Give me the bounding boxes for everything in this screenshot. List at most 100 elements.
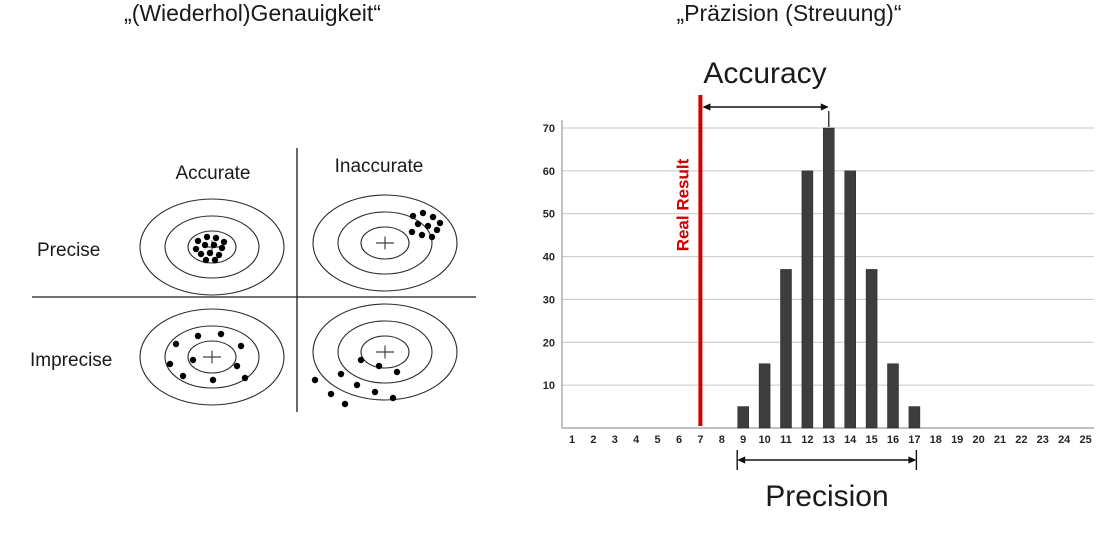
y-axis-tick-label: 70 [543,123,555,135]
shot-dot [409,212,417,220]
x-axis-tick-label: 11 [780,434,792,446]
x-axis-tick-label: 16 [887,434,899,446]
shot-dot [357,356,365,364]
bar-category-13 [823,127,835,429]
x-axis-tick-label: 10 [758,434,770,446]
shot-dot [419,209,427,217]
shot-dot [311,376,319,384]
bar-category-11 [780,269,792,429]
x-axis-tick-label: 15 [865,434,877,446]
shot-dot [433,226,441,234]
shot-dot [436,219,444,227]
target-ring [139,198,285,296]
shot-dot [203,233,211,241]
y-axis-tick-label: 20 [543,337,555,349]
x-axis-tick-label: 3 [612,434,618,446]
target-ring [312,194,458,292]
target-ring [360,335,410,369]
x-axis-tick-label: 24 [1058,434,1071,446]
shot-dot [337,370,345,378]
shot-dot [233,362,241,370]
accuracy-precision-quadrant-diagram [32,148,476,412]
shot-dot [220,238,228,246]
bar-category-12 [801,170,814,429]
y-axis-tick-label: 50 [543,209,555,221]
target-imprecise-accurate [139,308,285,406]
x-axis-tick-label: 2 [590,434,596,446]
right-panel-title: „Präzision (Streuung)“ [676,0,902,26]
y-axis-tick-label: 10 [543,380,555,392]
x-axis-tick-label: 5 [655,434,661,446]
shot-dot [375,362,383,370]
shot-dot [212,234,220,242]
shot-dot [201,241,209,249]
x-axis-tick-label: 13 [823,434,835,446]
shot-dot [215,251,223,259]
shot-dot [206,249,214,257]
shot-dot [428,233,436,241]
shot-dot [371,388,379,396]
left-panel-title: „(Wiederhol)Genauigkeit“ [124,0,381,26]
arrowhead [908,456,917,464]
x-axis-tick-label: 1 [569,434,575,446]
shot-dot [393,368,401,376]
shot-dot [218,244,226,252]
bar-category-10 [758,363,771,429]
target-ring [164,215,260,279]
target-ring [164,325,260,389]
shot-dot [408,228,416,236]
column-label-inaccurate: Inaccurate [334,156,424,177]
shot-dot [194,237,202,245]
shot-dot [197,250,205,258]
shot-dot [189,356,197,364]
shot-dot [389,394,397,402]
x-axis-tick-label: 23 [1037,434,1049,446]
shot-dot [179,372,187,380]
x-axis-tick-label: 9 [740,434,746,446]
target-ring [312,303,458,401]
y-axis-tick-label: 30 [543,294,555,306]
x-axis-tick-label: 22 [1015,434,1027,446]
shot-dot [237,342,245,350]
x-axis-tick-label: 4 [633,434,640,446]
bar-category-16 [887,363,899,429]
bar-category-17 [908,406,921,429]
bar-category-14 [844,170,856,429]
shot-dot [341,400,349,408]
shot-dot [414,220,422,228]
x-axis-tick-label: 20 [972,434,984,446]
arrowhead [820,103,829,111]
x-axis-tick-label: 21 [994,434,1006,446]
shot-dot [217,330,225,338]
shot-dot [194,332,202,340]
x-axis-tick-label: 6 [676,434,682,446]
x-axis-tick-label: 17 [908,434,920,446]
shot-dot [192,245,200,253]
target-ring [187,340,237,374]
bar-category-9 [737,406,749,429]
shot-dot [202,256,210,264]
shot-dot [209,376,217,384]
y-axis-tick-label: 40 [543,252,555,264]
shot-dot [241,374,249,382]
x-axis-tick-label: 12 [801,434,813,446]
shot-dot [429,213,437,221]
target-precise-inaccurate [312,194,458,292]
precision-arrow [736,450,918,470]
row-label-precise: Precise [37,240,101,261]
bar-category-15 [865,269,878,429]
shot-dot [166,360,174,368]
shot-dot [172,340,180,348]
x-axis-tick-label: 8 [719,434,725,446]
arrowhead [702,103,711,111]
target-ring [337,320,433,384]
target-imprecise-inaccurate [311,303,458,408]
target-ring [139,308,285,406]
real-result-label: Real Result [673,158,692,251]
shot-dot [353,381,361,389]
row-label-imprecise: Imprecise [30,350,113,371]
x-axis-tick-label: 18 [930,434,942,446]
accuracy-label: Accuracy [703,57,827,90]
